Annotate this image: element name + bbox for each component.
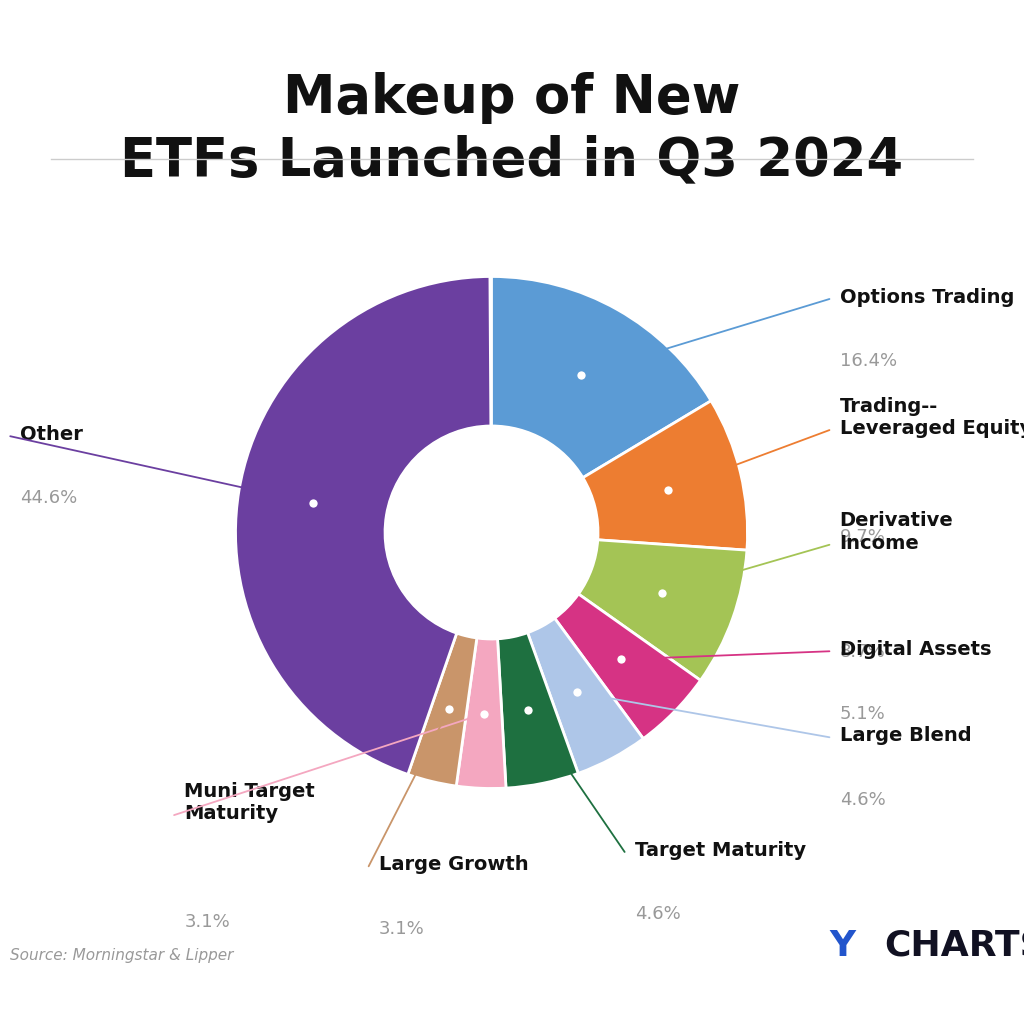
Circle shape	[385, 426, 598, 639]
Text: 44.6%: 44.6%	[20, 489, 78, 508]
Text: Large Blend: Large Blend	[840, 726, 972, 745]
Text: 3.1%: 3.1%	[184, 913, 230, 932]
Text: CHARTS: CHARTS	[885, 929, 1024, 963]
Text: Trading--
Leveraged Equity: Trading-- Leveraged Equity	[840, 396, 1024, 438]
Text: Digital Assets: Digital Assets	[840, 640, 991, 659]
Wedge shape	[555, 594, 700, 738]
Text: Muni Target
Maturity: Muni Target Maturity	[184, 781, 315, 823]
Wedge shape	[527, 618, 643, 773]
Text: 4.6%: 4.6%	[840, 791, 886, 809]
Wedge shape	[457, 638, 506, 788]
Text: Large Growth: Large Growth	[379, 855, 528, 874]
Wedge shape	[492, 276, 711, 477]
Text: Makeup of New
ETFs Launched in Q3 2024: Makeup of New ETFs Launched in Q3 2024	[121, 72, 903, 186]
Wedge shape	[583, 400, 748, 550]
Text: 3.1%: 3.1%	[379, 920, 425, 938]
Text: Source: Morningstar & Lipper: Source: Morningstar & Lipper	[10, 947, 233, 963]
Text: Options Trading: Options Trading	[840, 288, 1014, 307]
Wedge shape	[408, 633, 477, 786]
Wedge shape	[579, 540, 746, 680]
Text: 16.4%: 16.4%	[840, 352, 897, 371]
Text: Other: Other	[20, 425, 83, 444]
Text: 4.6%: 4.6%	[635, 905, 681, 924]
Text: 8.7%: 8.7%	[840, 643, 886, 662]
Wedge shape	[236, 276, 490, 774]
Wedge shape	[498, 633, 579, 788]
Text: Y: Y	[829, 929, 855, 963]
Text: 5.1%: 5.1%	[840, 705, 886, 723]
Text: 9.7%: 9.7%	[840, 528, 886, 547]
Text: Target Maturity: Target Maturity	[635, 841, 806, 860]
Text: Derivative
Income: Derivative Income	[840, 511, 953, 553]
